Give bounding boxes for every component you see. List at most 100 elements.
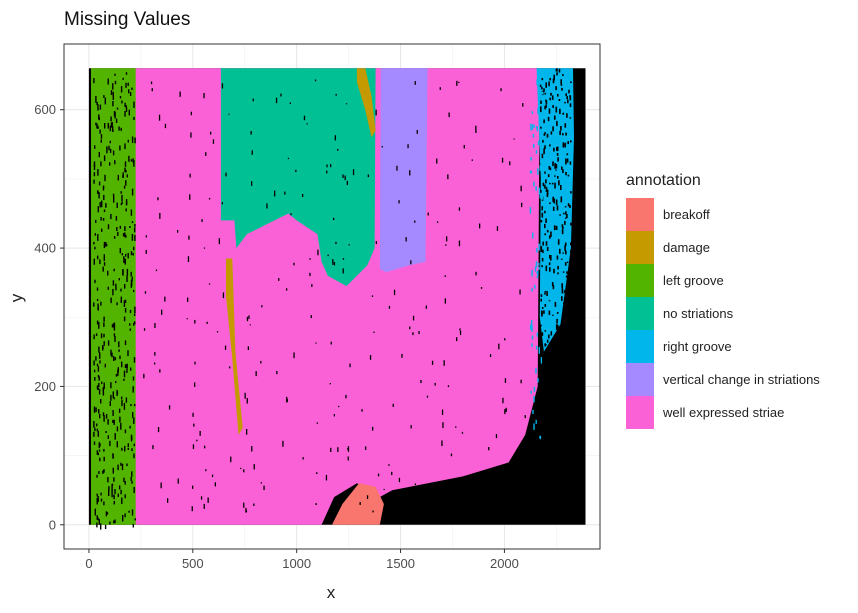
missing-speck bbox=[541, 310, 543, 315]
missing-speck bbox=[123, 477, 125, 482]
missing-speck bbox=[105, 431, 107, 434]
missing-speck bbox=[555, 164, 558, 169]
missing-speck bbox=[546, 189, 549, 196]
missing-speck bbox=[118, 349, 120, 352]
missing-speck bbox=[240, 467, 242, 470]
missing-speck bbox=[541, 91, 543, 95]
missing-speck bbox=[116, 227, 118, 231]
missing-speck bbox=[133, 160, 135, 167]
missing-speck bbox=[97, 169, 99, 176]
missing-speck bbox=[447, 385, 450, 388]
missing-speck bbox=[550, 331, 553, 336]
missing-speck bbox=[100, 498, 103, 502]
missing-speck bbox=[103, 456, 105, 462]
missing-speck bbox=[120, 296, 122, 302]
missing-speck bbox=[97, 234, 99, 241]
missing-speck bbox=[145, 249, 147, 254]
missing-speck bbox=[551, 95, 554, 100]
missing-speck bbox=[531, 343, 533, 347]
missing-speck bbox=[561, 288, 564, 294]
missing-speck bbox=[123, 256, 125, 264]
missing-speck bbox=[131, 188, 134, 196]
missing-speck bbox=[558, 180, 560, 186]
missing-speck bbox=[177, 230, 179, 233]
missing-speck bbox=[497, 489, 499, 494]
missing-speck bbox=[126, 363, 128, 369]
missing-speck bbox=[547, 174, 550, 178]
missing-speck bbox=[544, 106, 546, 110]
missing-speck bbox=[561, 87, 563, 91]
missing-speck bbox=[125, 105, 127, 108]
missing-speck bbox=[393, 289, 396, 296]
missing-speck bbox=[369, 355, 372, 360]
missing-speck bbox=[557, 157, 559, 162]
missing-speck bbox=[104, 174, 106, 182]
missing-speck bbox=[112, 323, 114, 328]
missing-speck bbox=[436, 221, 439, 223]
missing-speck bbox=[112, 150, 115, 156]
missing-speck bbox=[112, 467, 114, 474]
missing-speck bbox=[96, 474, 98, 478]
missing-speck bbox=[179, 91, 181, 97]
missing-speck bbox=[549, 182, 551, 185]
missing-speck bbox=[99, 443, 101, 447]
missing-speck bbox=[131, 509, 134, 516]
missing-speck bbox=[229, 366, 231, 369]
missing-speck bbox=[97, 303, 99, 310]
missing-speck bbox=[532, 409, 534, 415]
missing-speck bbox=[553, 74, 555, 81]
missing-speck bbox=[122, 77, 124, 80]
missing-speck bbox=[539, 84, 542, 88]
missing-speck bbox=[533, 143, 535, 149]
missing-speck bbox=[112, 94, 114, 100]
missing-speck bbox=[113, 236, 116, 239]
missing-speck bbox=[568, 89, 570, 94]
missing-speck bbox=[132, 523, 134, 528]
missing-speck bbox=[522, 103, 524, 107]
missing-speck bbox=[554, 163, 556, 169]
missing-speck bbox=[116, 302, 118, 306]
missing-speck bbox=[557, 176, 559, 179]
missing-speck bbox=[131, 136, 134, 143]
missing-speck bbox=[538, 266, 540, 270]
missing-speck bbox=[124, 143, 126, 150]
missing-speck bbox=[570, 140, 572, 143]
missing-speck bbox=[96, 287, 99, 291]
missing-speck bbox=[103, 333, 105, 338]
missing-speck bbox=[152, 445, 154, 450]
missing-speck bbox=[445, 244, 447, 246]
missing-speck bbox=[203, 93, 205, 99]
missing-speck bbox=[107, 78, 109, 85]
missing-speck bbox=[513, 138, 515, 140]
missing-speck bbox=[552, 285, 555, 290]
missing-speck bbox=[97, 190, 99, 195]
missing-speck bbox=[563, 290, 566, 293]
missing-speck bbox=[104, 123, 106, 129]
missing-speck bbox=[131, 276, 133, 282]
missing-speck bbox=[544, 223, 546, 229]
missing-speck bbox=[124, 102, 126, 107]
missing-speck bbox=[425, 305, 427, 309]
missing-speck bbox=[543, 133, 546, 136]
missing-speck bbox=[107, 122, 109, 129]
missing-speck bbox=[440, 492, 442, 495]
missing-speck bbox=[495, 434, 498, 439]
missing-speck bbox=[536, 332, 538, 337]
missing-speck bbox=[263, 485, 265, 491]
missing-speck bbox=[570, 222, 572, 226]
missing-speck bbox=[103, 316, 105, 322]
missing-speck bbox=[99, 457, 101, 462]
missing-speck bbox=[553, 225, 556, 231]
missing-speck bbox=[335, 241, 337, 245]
region-breakoff bbox=[332, 483, 384, 525]
missing-speck bbox=[537, 270, 539, 277]
missing-speck bbox=[560, 126, 562, 131]
missing-speck bbox=[97, 431, 99, 437]
missing-speck bbox=[124, 513, 126, 518]
missing-speck bbox=[564, 206, 567, 208]
missing-speck bbox=[96, 320, 99, 325]
missing-speck bbox=[552, 105, 554, 108]
missing-speck bbox=[540, 246, 543, 253]
missing-speck bbox=[535, 150, 538, 154]
